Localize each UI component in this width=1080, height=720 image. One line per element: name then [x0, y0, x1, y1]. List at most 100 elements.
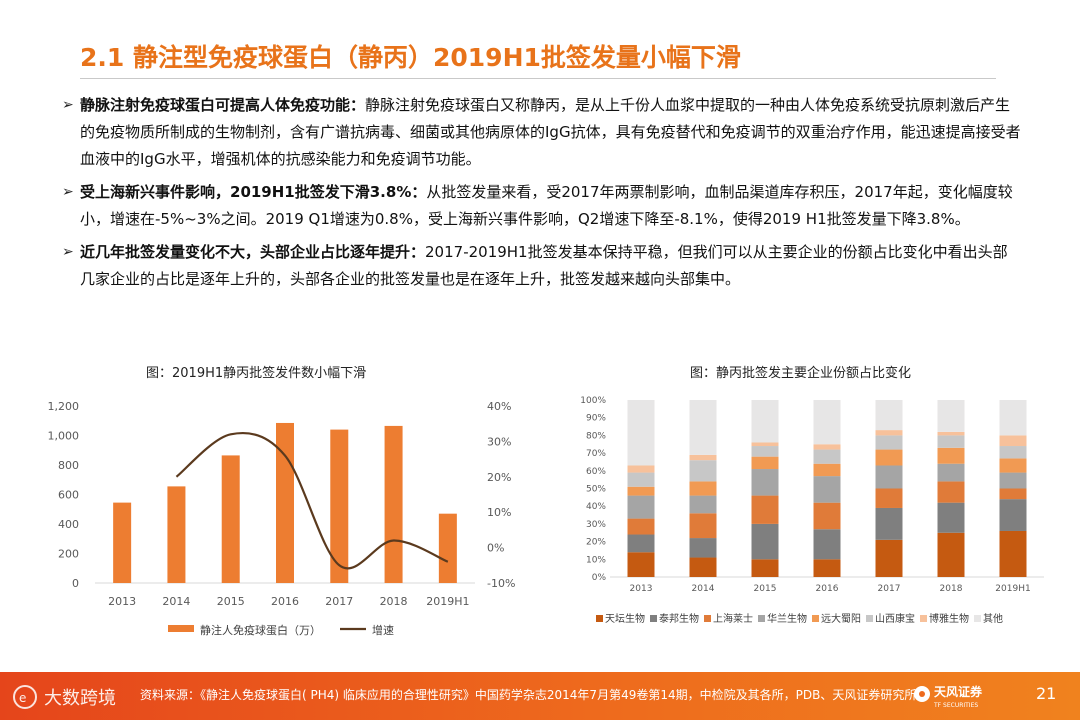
- brand-name-en: TF SECURITIES: [933, 702, 978, 709]
- y-left-tick-label: 1,200: [48, 400, 80, 413]
- stack-segment-山西康宝: [999, 446, 1027, 459]
- x-tick-label: 2015: [754, 584, 777, 594]
- y-tick-label: 70%: [586, 449, 606, 459]
- y-tick-label: 50%: [586, 485, 606, 495]
- arrow-bullet-icon: ➢: [62, 184, 74, 200]
- bullet-item: ➢ 受上海新兴事件影响，2019H1批签发下滑3.8%：从批签发量来看，受201…: [62, 179, 1022, 233]
- page-number: 21: [1036, 684, 1057, 703]
- x-tick-label: 2019H1: [995, 584, 1030, 594]
- title-divider: [80, 78, 996, 79]
- stack-segment-上海莱士: [689, 513, 717, 539]
- bullet-heading: 静脉注射免疫球蛋白可提高人体免疫功能：: [80, 96, 366, 114]
- stack-segment-远大蜀阳: [813, 463, 841, 477]
- bullet-heading: 受上海新兴事件影响，2019H1批签发下滑3.8%：: [80, 183, 427, 201]
- stack-segment-山西康宝: [627, 472, 655, 487]
- y-tick-label: 30%: [586, 520, 606, 530]
- stack-segment-华兰生物: [875, 465, 903, 489]
- y-left-tick-label: 0: [72, 577, 79, 590]
- stack-segment-博雅生物: [751, 442, 779, 447]
- y-right-tick-label: 30%: [487, 435, 511, 448]
- stack-segment-远大蜀阳: [627, 486, 655, 496]
- stack-segment-远大蜀阳: [999, 458, 1027, 473]
- y-left-tick-label: 1,000: [48, 430, 80, 443]
- footer-bar: [0, 672, 1080, 720]
- legend-swatch: [866, 615, 873, 622]
- x-tick-label: 2019H1: [426, 595, 469, 608]
- stack-segment-山西康宝: [751, 446, 779, 457]
- brand-name: 天风证券: [934, 684, 983, 699]
- stack-segment-远大蜀阳: [875, 449, 903, 466]
- stack-segment-山西康宝: [875, 435, 903, 450]
- stack-segment-上海莱士: [999, 488, 1027, 500]
- stack-segment-天坛生物: [999, 530, 1027, 577]
- chart1-svg: 0 200 400 600 800 1,000 1,200 -10% 0% 10% 20% 30% 40…: [48, 400, 516, 637]
- stack-segment-泰邦生物: [875, 507, 903, 540]
- stack-segment-泰邦生物: [751, 523, 779, 560]
- stack-segment-天坛生物: [627, 552, 655, 577]
- stack-segment-其他: [937, 400, 965, 432]
- legend-label: 其他: [983, 612, 1003, 625]
- stack-segment-上海莱士: [751, 495, 779, 524]
- y-left-tick-label: 400: [58, 518, 79, 531]
- legend-swatch: [974, 615, 981, 622]
- legend-label: 博雅生物: [929, 612, 969, 625]
- bar-2015: [221, 455, 240, 583]
- y-right-tick-label: 40%: [487, 400, 511, 413]
- legend-label: 上海莱士: [713, 612, 753, 625]
- stack-segment-泰邦生物: [813, 529, 841, 560]
- x-tick-label: 2017: [878, 584, 901, 594]
- bullet-list: ➢ 静脉注射免疫球蛋白可提高人体免疫功能：静脉注射免疫球蛋白又称静丙，是从上千份…: [62, 92, 1022, 299]
- chart2-title: 图：静丙批签发主要企业份额占比变化: [690, 366, 912, 381]
- legend-label: 泰邦生物: [659, 612, 699, 625]
- watermark-logo: e 大数跨境: [13, 685, 116, 709]
- stack-segment-远大蜀阳: [937, 447, 965, 464]
- svg-text:e: e: [19, 691, 26, 705]
- chart2-svg: 0% 10% 20% 30% 40% 50% 60% 70% 80% 90% 100% 2013 201…: [580, 396, 1044, 625]
- bar-2016: [276, 422, 294, 583]
- arrow-bullet-icon: ➢: [62, 244, 74, 260]
- y-left-tick-label: 800: [58, 459, 79, 472]
- x-tick-label: 2018: [380, 595, 408, 608]
- y-left-tick-label: 200: [58, 548, 79, 561]
- y-right-tick-label: 20%: [487, 471, 511, 484]
- bar-2018: [384, 425, 403, 583]
- bullet-item: ➢ 近几年批签发量变化不大，头部企业占比逐年提升：2017-2019H1批签发基…: [62, 239, 1022, 293]
- y-tick-label: 60%: [586, 467, 606, 477]
- stack-segment-华兰生物: [751, 469, 779, 496]
- y-tick-label: 10%: [586, 555, 606, 565]
- x-tick-label: 2017: [325, 595, 353, 608]
- x-tick-label: 2016: [271, 595, 299, 608]
- stack-segment-泰邦生物: [689, 538, 717, 558]
- legend-swatch: [812, 615, 819, 622]
- stack-segment-天坛生物: [813, 559, 841, 577]
- bar-2019H1: [438, 513, 457, 583]
- stack-segment-其他: [875, 400, 903, 431]
- legend-label: 远大蜀阳: [821, 612, 861, 625]
- brand-logo: 天风证券 TF SECURITIES: [914, 684, 983, 709]
- stack-segment-博雅生物: [689, 454, 717, 461]
- stack-segment-上海莱士: [813, 502, 841, 530]
- stack-segment-博雅生物: [875, 430, 903, 436]
- stack-segment-泰邦生物: [999, 499, 1027, 531]
- stack-segment-华兰生物: [999, 472, 1027, 489]
- x-tick-label: 2013: [108, 595, 136, 608]
- x-tick-label: 2015: [217, 595, 245, 608]
- legend-label-line: 增速: [372, 623, 394, 637]
- stack-segment-博雅生物: [999, 435, 1027, 447]
- stack-segment-博雅生物: [627, 465, 655, 473]
- stack-segment-天坛生物: [875, 539, 903, 577]
- stack-segment-上海莱士: [875, 488, 903, 508]
- stack-segment-华兰生物: [813, 476, 841, 503]
- y-right-tick-label: 10%: [487, 506, 511, 519]
- y-tick-label: 20%: [586, 538, 606, 548]
- bar-2017: [330, 429, 349, 583]
- growth-line: [175, 431, 449, 570]
- stack-segment-天坛生物: [937, 532, 965, 577]
- watermark-text: 大数跨境: [44, 688, 116, 709]
- y-tick-label: 100%: [580, 396, 606, 406]
- bullet-text: 2017-2019H1批签发基本保持平稳，但我们可以从主要企业的份额占比变化中看…: [80, 243, 1008, 288]
- stack-segment-华兰生物: [689, 495, 717, 514]
- y-left-tick-label: 600: [58, 489, 79, 502]
- stack-segment-博雅生物: [813, 444, 841, 450]
- stack-segment-泰邦生物: [937, 502, 965, 533]
